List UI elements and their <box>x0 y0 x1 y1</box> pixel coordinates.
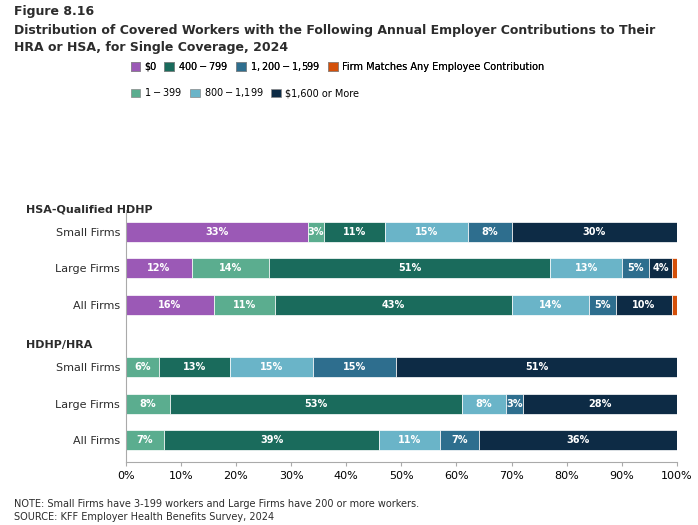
Bar <box>324 222 385 242</box>
Text: 7%: 7% <box>451 435 468 445</box>
Text: 11%: 11% <box>343 227 366 237</box>
Bar <box>396 357 677 377</box>
Text: 39%: 39% <box>260 435 283 445</box>
Text: 10%: 10% <box>632 300 655 310</box>
Bar <box>523 394 677 414</box>
Text: 15%: 15% <box>260 362 283 372</box>
Text: 14%: 14% <box>218 264 242 274</box>
Bar <box>512 222 677 242</box>
Bar <box>214 295 274 315</box>
Text: 11%: 11% <box>398 435 422 445</box>
Text: 13%: 13% <box>574 264 597 274</box>
Bar <box>649 258 671 278</box>
Text: HSA-Qualified HDHP: HSA-Qualified HDHP <box>27 204 153 214</box>
Bar <box>440 430 479 450</box>
Legend: $1 - $399, $800 - $1,199, $1,600 or More: $1 - $399, $800 - $1,199, $1,600 or More <box>131 86 359 99</box>
Bar <box>126 394 170 414</box>
Legend: $0, $400 - $799, $1,200 - $1,599, Firm Matches Any Employee Contribution: $0, $400 - $799, $1,200 - $1,599, Firm M… <box>131 60 544 73</box>
Bar <box>616 295 671 315</box>
Bar <box>379 430 440 450</box>
Text: 33%: 33% <box>205 227 228 237</box>
Bar <box>506 394 523 414</box>
Bar <box>479 430 677 450</box>
Bar <box>589 295 616 315</box>
Bar <box>164 430 379 450</box>
Bar <box>274 295 512 315</box>
Bar <box>308 222 324 242</box>
Text: 53%: 53% <box>304 398 327 408</box>
Text: 8%: 8% <box>140 398 156 408</box>
Text: 3%: 3% <box>308 227 324 237</box>
Text: HDHP/HRA: HDHP/HRA <box>27 340 93 350</box>
Text: 5%: 5% <box>595 300 611 310</box>
Text: 8%: 8% <box>476 398 492 408</box>
Text: 15%: 15% <box>415 227 438 237</box>
Bar <box>671 295 677 315</box>
Text: Distribution of Covered Workers with the Following Annual Employer Contributions: Distribution of Covered Workers with the… <box>14 24 655 54</box>
Bar <box>671 258 677 278</box>
Bar <box>269 258 550 278</box>
Text: 36%: 36% <box>566 435 589 445</box>
Bar <box>126 357 158 377</box>
Text: 16%: 16% <box>158 300 181 310</box>
Text: 30%: 30% <box>583 227 606 237</box>
Bar <box>462 394 506 414</box>
Text: 5%: 5% <box>628 264 644 274</box>
Text: 13%: 13% <box>183 362 206 372</box>
Text: 7%: 7% <box>137 435 153 445</box>
Bar <box>385 222 468 242</box>
Bar <box>126 430 164 450</box>
Bar <box>192 258 269 278</box>
Text: 8%: 8% <box>481 227 498 237</box>
Text: 3%: 3% <box>506 398 523 408</box>
Bar <box>126 222 308 242</box>
Bar <box>550 258 622 278</box>
Text: Figure 8.16: Figure 8.16 <box>14 5 94 18</box>
Text: 4%: 4% <box>652 264 669 274</box>
Bar <box>512 295 589 315</box>
Bar <box>126 295 214 315</box>
Bar <box>126 258 192 278</box>
Text: 43%: 43% <box>381 300 405 310</box>
Bar <box>313 357 396 377</box>
Text: 15%: 15% <box>343 362 366 372</box>
Text: 12%: 12% <box>147 264 170 274</box>
Bar <box>230 357 313 377</box>
Bar <box>170 394 462 414</box>
Bar <box>468 222 512 242</box>
Text: NOTE: Small Firms have 3-199 workers and Large Firms have 200 or more workers.
S: NOTE: Small Firms have 3-199 workers and… <box>14 499 419 522</box>
Text: 51%: 51% <box>398 264 422 274</box>
Text: 11%: 11% <box>232 300 256 310</box>
Text: 6%: 6% <box>134 362 151 372</box>
Text: 14%: 14% <box>539 300 562 310</box>
Bar <box>158 357 230 377</box>
Bar <box>622 258 649 278</box>
Text: 28%: 28% <box>588 398 611 408</box>
Text: 51%: 51% <box>525 362 548 372</box>
